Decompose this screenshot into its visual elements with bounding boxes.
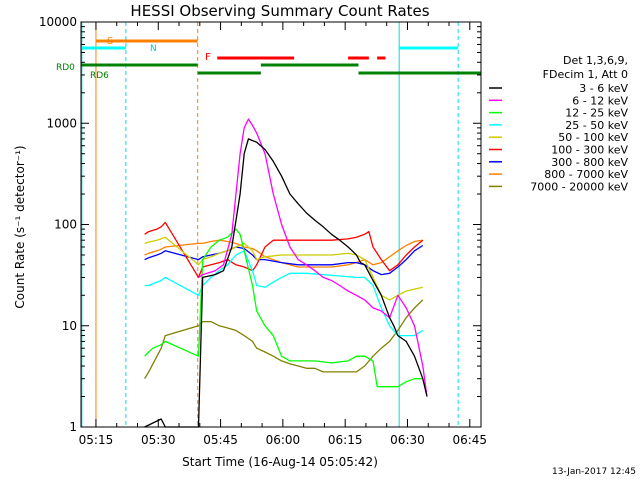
y-tick-label: 10 — [62, 319, 77, 333]
x-tick-label: 05:30 — [141, 433, 176, 447]
legend-entry-label: 800 - 7000 keV — [544, 168, 628, 181]
y-tick-label: 10000 — [39, 15, 77, 29]
flag-label-f: F — [205, 52, 211, 63]
chart-title: HESSI Observing Summary Count Rates — [130, 2, 429, 20]
y-tick-label: 100 — [54, 218, 77, 232]
footer-date: 13-Jan-2017 12:45 — [552, 467, 636, 477]
legend-entry-label: 12 - 25 keV — [565, 107, 628, 120]
x-tick-label: 06:00 — [266, 433, 301, 447]
legend-entry-label: 7000 - 20000 keV — [530, 180, 628, 193]
x-tick-label: 06:15 — [328, 433, 363, 447]
x-tick-label: 06:30 — [390, 433, 425, 447]
y-axis-label: Count Rate (s⁻¹ detector⁻¹) — [13, 145, 27, 308]
x-tick-label: 05:45 — [203, 433, 238, 447]
legend-header-detectors: Det 1,3,6,9, — [563, 54, 628, 67]
axes-layer: 1 10 100 1000 10000 05:15 05:30 05:45 06:00 06:15… — [39, 15, 487, 447]
series-line-3-6-kev — [144, 138, 428, 428]
legend-entry-label: 100 - 300 keV — [551, 144, 628, 157]
legend-header-decimation: FDecim 1, Att 0 — [543, 68, 628, 81]
legend-entry-label: 6 - 12 keV — [572, 94, 628, 107]
flag-label-n: N — [150, 44, 157, 54]
flag-label-rd6: RD6 — [90, 71, 109, 81]
legend-entry-label: 3 - 6 keV — [579, 82, 628, 95]
y-tick-label: 1000 — [46, 116, 77, 130]
flag-label-rd0: RD0 — [56, 63, 75, 73]
x-axis-label: Start Time (16-Aug-14 05:05:42) — [182, 455, 378, 469]
series-line-7000-20000-kev — [144, 299, 424, 380]
legend: Det 1,3,6,9, FDecim 1, Att 0 3 - 6 keV6 … — [489, 54, 628, 193]
series-line-300-800-kev — [144, 244, 424, 276]
legend-entry-label: 25 - 50 keV — [565, 119, 628, 132]
data-layer — [81, 22, 481, 428]
legend-entry-label: 50 - 100 keV — [558, 131, 628, 144]
x-tick-label: 06:45 — [452, 433, 487, 447]
series-line-50-100-kev — [144, 236, 423, 301]
x-tick-label: 05:15 — [79, 433, 114, 447]
y-tick-label: 1 — [69, 420, 77, 434]
series-line-25-50-kev — [144, 250, 424, 337]
legend-entry-label: 300 - 800 keV — [551, 156, 628, 169]
series-line-12-25-kev — [144, 228, 423, 388]
